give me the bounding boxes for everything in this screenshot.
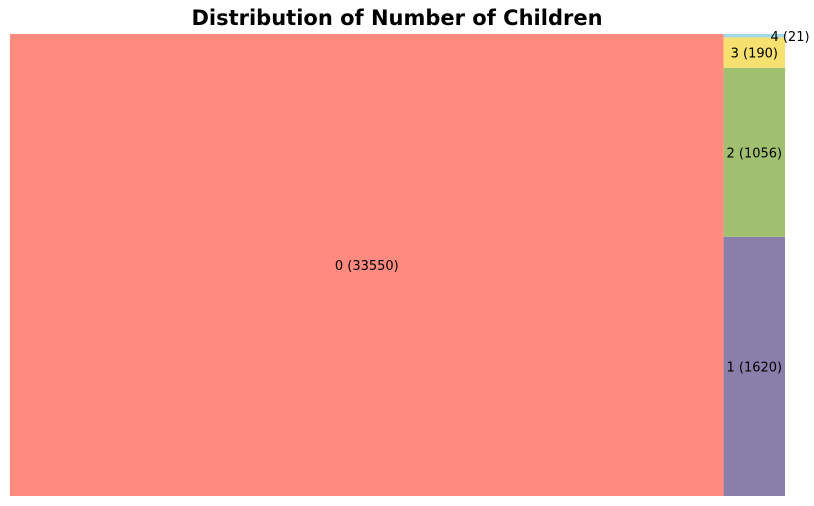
treemap-labels: 0 (33550) 1 (1620) 2 (1056) 3 (190) 4 (21)	[335, 30, 810, 375]
treemap-label-3: 3 (190)	[731, 47, 778, 62]
treemap-label-0: 0 (33550)	[335, 259, 399, 274]
treemap-tiles	[10, 34, 785, 496]
chart-title: Distribution of Number of Children	[191, 6, 603, 30]
treemap-label-2: 2 (1056)	[726, 146, 782, 161]
treemap-tile-4	[723, 34, 785, 38]
treemap-tile-0	[10, 34, 724, 496]
treemap-label-4: 4 (21)	[770, 30, 809, 45]
treemap-tile-3	[723, 37, 785, 68]
treemap-label-1: 1 (1620)	[726, 360, 782, 375]
treemap-tile-1	[723, 236, 785, 496]
treemap-tile-2	[723, 67, 785, 237]
